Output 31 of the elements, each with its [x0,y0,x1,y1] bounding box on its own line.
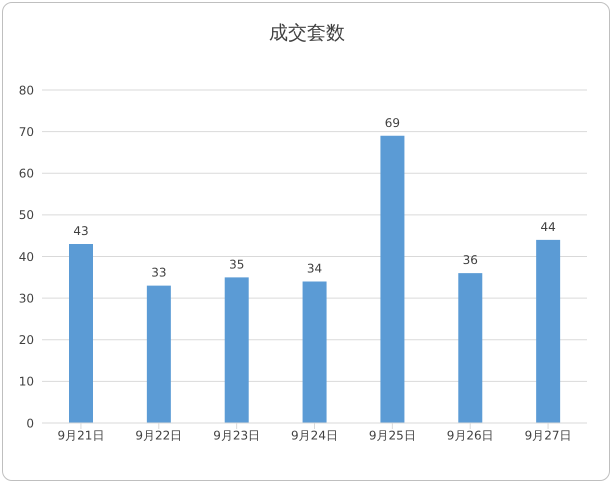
x-tick-label: 9月27日 [524,428,572,443]
y-tick-label: 60 [18,166,34,181]
y-tick-label: 0 [26,416,34,430]
bar [458,273,482,423]
data-label: 43 [73,224,89,238]
data-label: 35 [229,257,244,272]
y-tick-label: 70 [18,124,34,139]
x-tick-label: 9月26日 [446,428,494,443]
y-tick-label: 20 [18,333,34,348]
bar [302,281,327,423]
data-label: 33 [151,266,166,280]
x-tick-label: 9月24日 [291,428,338,443]
bar [69,244,93,423]
x-tick-label: 9月25日 [368,428,416,443]
bar [380,136,404,423]
x-tick-label: 9月21日 [57,428,104,443]
y-tick-label: 50 [18,208,34,222]
bar [146,286,171,423]
bar [224,277,249,423]
bar [536,240,560,423]
x-tick-label: 9月22日 [135,428,182,443]
data-label: 36 [462,253,478,268]
chart-title: 成交套数 [268,21,346,46]
y-tick-label: 30 [18,291,34,306]
data-label: 34 [306,261,322,276]
data-label: 44 [540,220,556,234]
y-tick-label: 10 [18,374,34,389]
y-tick-label: 40 [18,250,34,264]
x-tick-label: 9月23日 [213,428,260,443]
y-tick-label: 80 [18,83,34,98]
data-label: 69 [384,116,400,130]
